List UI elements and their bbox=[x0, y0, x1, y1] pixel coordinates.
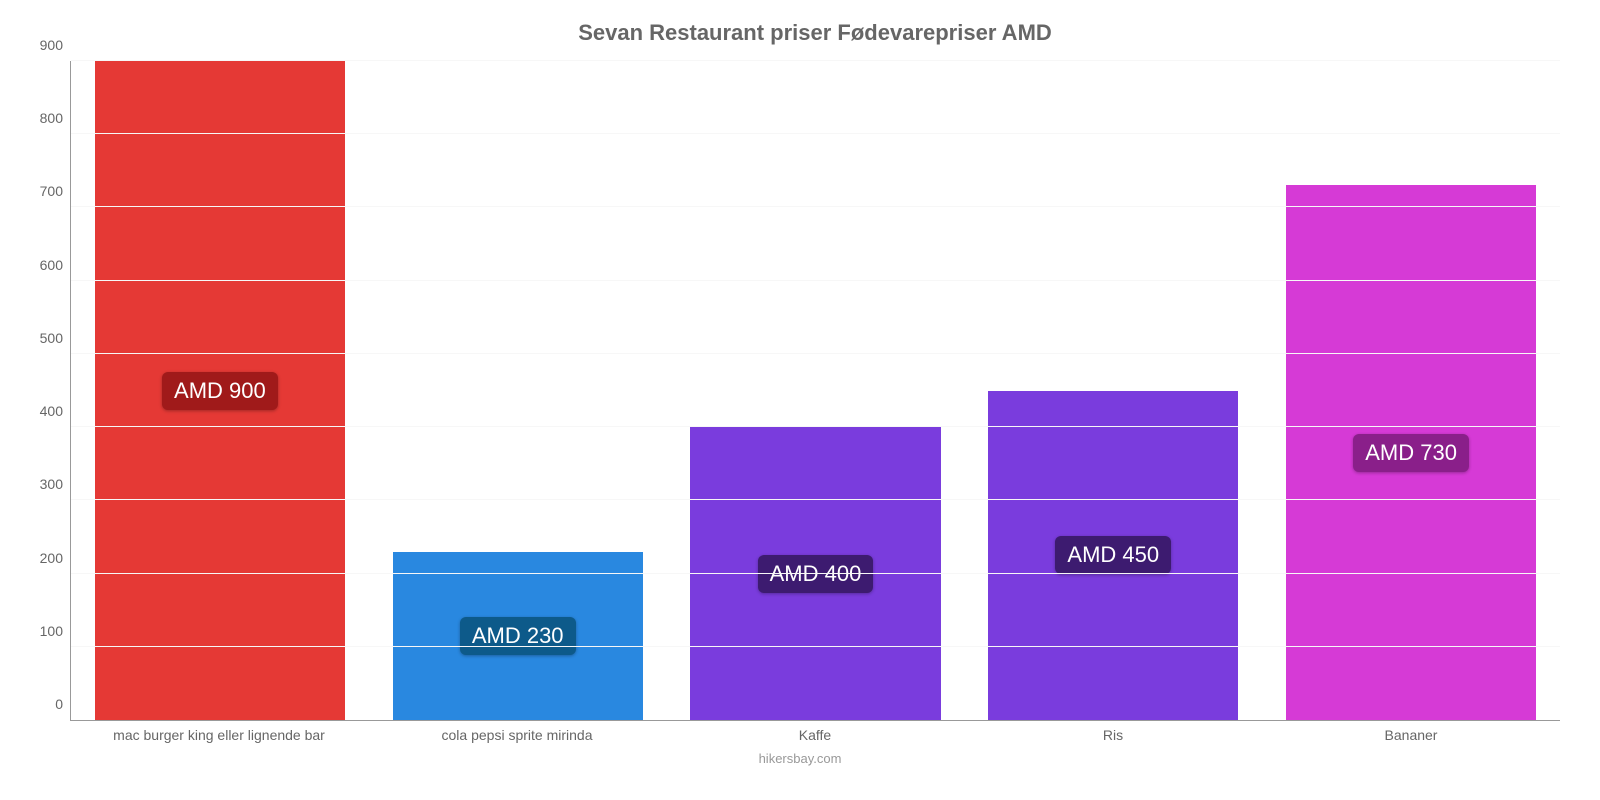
bar-slot: AMD 400 bbox=[667, 61, 965, 720]
gridline bbox=[71, 60, 1560, 61]
y-tick-label: 700 bbox=[40, 183, 71, 199]
bar-slot: AMD 730 bbox=[1262, 61, 1560, 720]
bars-group: AMD 900 AMD 230 AMD 400 AMD 450 AMD 730 bbox=[71, 61, 1560, 720]
bar: AMD 900 bbox=[95, 61, 345, 720]
y-tick-label: 600 bbox=[40, 257, 71, 273]
plot-area: AMD 900AMD 230AMD 400AMD 450AMD 730 0100… bbox=[70, 61, 1560, 721]
y-tick-label: 300 bbox=[40, 476, 71, 492]
chart-title: Sevan Restaurant priser Fødevarepriser A… bbox=[70, 20, 1560, 46]
bar-value-label: AMD 450 bbox=[1055, 536, 1171, 574]
y-tick-label: 200 bbox=[40, 550, 71, 566]
gridline bbox=[71, 133, 1560, 134]
bar: AMD 730 bbox=[1286, 185, 1536, 720]
chart-container: Sevan Restaurant priser Fødevarepriser A… bbox=[0, 0, 1600, 800]
bar-slot: AMD 450 bbox=[964, 61, 1262, 720]
y-tick-label: 0 bbox=[55, 696, 71, 712]
gridline bbox=[71, 426, 1560, 427]
bar-slot: AMD 900 bbox=[71, 61, 369, 720]
gridline bbox=[71, 353, 1560, 354]
x-axis-label: Ris bbox=[964, 727, 1262, 743]
x-axis-label: mac burger king eller lignende bar bbox=[70, 727, 368, 743]
y-tick-label: 900 bbox=[40, 37, 71, 53]
gridline bbox=[71, 206, 1560, 207]
y-tick-label: 800 bbox=[40, 110, 71, 126]
bar-value-label: AMD 900 bbox=[162, 372, 278, 410]
bar: AMD 400 bbox=[690, 427, 940, 720]
bar-slot: AMD 230 bbox=[369, 61, 667, 720]
y-tick-label: 500 bbox=[40, 330, 71, 346]
gridline bbox=[71, 573, 1560, 574]
bar: AMD 230 bbox=[393, 552, 643, 720]
gridline bbox=[71, 499, 1560, 500]
bar: AMD 450 bbox=[988, 391, 1238, 721]
gridline bbox=[71, 280, 1560, 281]
gridline bbox=[71, 646, 1560, 647]
x-axis-label: Kaffe bbox=[666, 727, 964, 743]
bar-value-label: AMD 400 bbox=[758, 555, 874, 593]
y-tick-label: 400 bbox=[40, 403, 71, 419]
x-axis-label: Bananer bbox=[1262, 727, 1560, 743]
y-tick-label: 100 bbox=[40, 623, 71, 639]
x-axis-labels: mac burger king eller lignende barcola p… bbox=[70, 727, 1560, 743]
bar-value-label: AMD 730 bbox=[1353, 434, 1469, 472]
chart-footer: hikersbay.com bbox=[0, 751, 1600, 766]
bar-value-label: AMD 230 bbox=[460, 617, 576, 655]
x-axis-label: cola pepsi sprite mirinda bbox=[368, 727, 666, 743]
